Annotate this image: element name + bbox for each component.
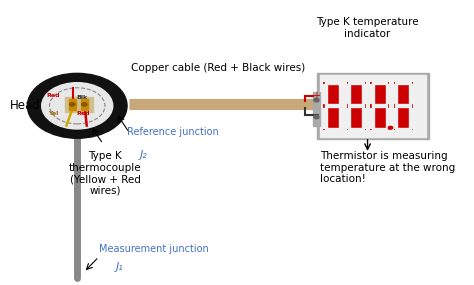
Bar bbox=[323, 82, 342, 130]
Bar bbox=[372, 128, 387, 130]
Circle shape bbox=[82, 103, 87, 106]
Bar bbox=[370, 108, 374, 128]
Bar bbox=[362, 84, 366, 103]
Bar bbox=[409, 84, 412, 103]
Bar bbox=[393, 84, 397, 103]
Bar bbox=[395, 128, 411, 130]
Circle shape bbox=[42, 83, 113, 129]
Text: Type K temperature
indicator: Type K temperature indicator bbox=[316, 17, 419, 38]
Bar bbox=[339, 108, 342, 128]
Bar bbox=[393, 82, 412, 130]
Bar bbox=[339, 84, 342, 103]
Text: J₂: J₂ bbox=[140, 150, 148, 160]
Bar bbox=[69, 99, 76, 110]
Text: Type K
thermocouple
(Yellow + Red
wires): Type K thermocouple (Yellow + Red wires) bbox=[69, 151, 142, 196]
Bar bbox=[386, 108, 389, 128]
Bar bbox=[347, 82, 366, 130]
Bar bbox=[409, 108, 412, 128]
Text: Head: Head bbox=[10, 99, 41, 112]
Bar bbox=[370, 84, 374, 103]
Bar bbox=[372, 82, 387, 84]
Bar bbox=[370, 82, 389, 130]
Text: Red: Red bbox=[46, 93, 60, 97]
Text: Copper cable (Red + Black wires): Copper cable (Red + Black wires) bbox=[131, 63, 305, 73]
Bar bbox=[347, 108, 350, 128]
Bar bbox=[395, 82, 411, 84]
Bar bbox=[372, 104, 387, 107]
Bar bbox=[395, 104, 411, 107]
Bar bbox=[320, 75, 426, 137]
Bar bbox=[348, 128, 364, 130]
Text: −: − bbox=[312, 110, 320, 120]
Text: +: + bbox=[312, 91, 320, 101]
Bar bbox=[362, 108, 366, 128]
Bar bbox=[325, 104, 341, 107]
Bar bbox=[323, 108, 327, 128]
Circle shape bbox=[314, 115, 319, 119]
Bar bbox=[348, 104, 364, 107]
Circle shape bbox=[388, 126, 392, 129]
Bar bbox=[317, 73, 428, 139]
Bar bbox=[386, 84, 389, 103]
Bar bbox=[348, 82, 364, 84]
Circle shape bbox=[70, 103, 75, 106]
Text: Reference junction: Reference junction bbox=[127, 127, 219, 137]
Text: Thermistor is measuring
temperature at the wrong
location!: Thermistor is measuring temperature at t… bbox=[320, 151, 455, 184]
Text: Measurement junction: Measurement junction bbox=[99, 244, 209, 254]
Bar bbox=[347, 84, 350, 103]
Bar bbox=[65, 97, 93, 112]
Bar bbox=[312, 92, 320, 126]
Bar bbox=[325, 128, 341, 130]
Text: Yel: Yel bbox=[48, 111, 58, 116]
Bar bbox=[393, 108, 397, 128]
Text: Blk: Blk bbox=[77, 95, 88, 100]
Bar bbox=[81, 99, 88, 110]
Bar bbox=[325, 82, 341, 84]
Circle shape bbox=[314, 99, 319, 102]
Text: Red: Red bbox=[76, 111, 90, 116]
Text: J₁: J₁ bbox=[116, 262, 124, 272]
Circle shape bbox=[27, 73, 127, 138]
Bar bbox=[323, 84, 327, 103]
